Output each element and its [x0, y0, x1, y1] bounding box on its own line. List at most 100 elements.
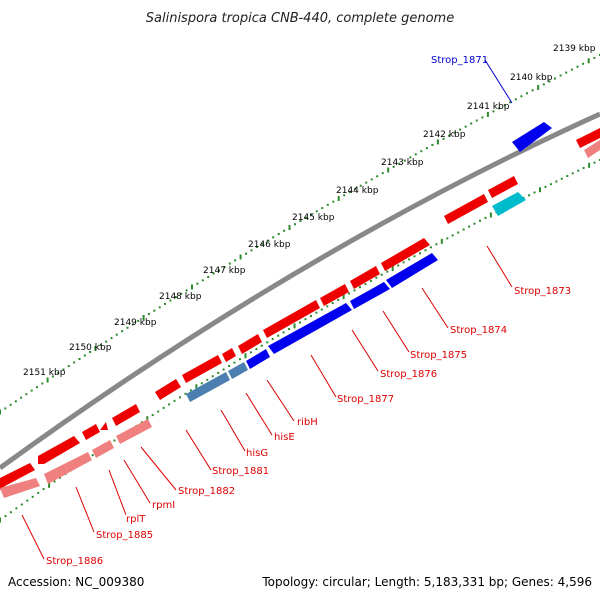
minor-tick — [67, 365, 70, 367]
gene-label-strop-1886[interactable]: Strop_1886 — [46, 556, 103, 567]
minor-tick — [14, 400, 17, 403]
genome-backbone — [0, 111, 600, 471]
minor-tick — [353, 289, 356, 292]
minor-tick — [200, 382, 203, 385]
gene-feature[interactable] — [82, 424, 100, 440]
minor-tick — [420, 150, 423, 153]
gene-feature[interactable] — [38, 436, 80, 464]
minor-tick — [261, 242, 264, 245]
tick-label: 2145 kbp — [292, 213, 335, 223]
major-tick — [387, 167, 390, 173]
minor-tick — [365, 181, 368, 184]
gene-feature[interactable] — [386, 253, 438, 288]
gene-feature[interactable] — [263, 300, 320, 338]
tick-label: 2140 kbp — [510, 73, 553, 83]
gene-feature[interactable] — [268, 303, 352, 354]
minor-tick — [282, 331, 285, 334]
gene-label-strop-1881[interactable]: Strop_1881 — [212, 466, 269, 477]
gene-label-hisg[interactable]: hisG — [246, 448, 268, 459]
gene-feature[interactable] — [350, 282, 390, 309]
gene-feature[interactable] — [246, 349, 270, 369]
major-tick — [142, 315, 145, 320]
minor-tick — [453, 131, 456, 134]
tick-label: 2150 kbp — [69, 343, 112, 353]
gene-feature[interactable] — [512, 122, 552, 152]
gene-feature[interactable] — [44, 452, 92, 484]
minor-tick — [255, 246, 258, 249]
minor-tick — [201, 279, 204, 282]
minor-tick — [566, 175, 569, 177]
gene-feature[interactable] — [320, 284, 349, 306]
minor-tick — [459, 128, 462, 131]
minor-tick — [509, 101, 512, 104]
gene-label-strop-1873[interactable]: Strop_1873 — [514, 286, 571, 297]
tick-label: 2147 kbp — [203, 266, 246, 276]
gene-feature[interactable] — [100, 422, 108, 430]
gene-label-strop-1885[interactable]: Strop_1885 — [96, 530, 153, 541]
minor-tick — [99, 344, 102, 346]
major-tick — [486, 111, 489, 117]
gene-label-hise[interactable]: hisE — [274, 432, 295, 443]
gene-feature[interactable] — [228, 362, 248, 379]
minor-tick — [431, 144, 434, 146]
gene-label-strop-1882[interactable]: Strop_1882 — [178, 486, 235, 497]
gene-feature[interactable] — [492, 192, 526, 216]
gene-label-rpmi[interactable]: rpmI — [152, 500, 175, 511]
minor-tick — [331, 302, 334, 305]
major-tick — [342, 294, 345, 300]
minor-tick — [462, 228, 465, 231]
minor-tick — [73, 361, 76, 364]
gene-feature[interactable] — [0, 478, 40, 498]
gene-feature[interactable] — [182, 355, 222, 383]
gene-feature[interactable] — [238, 334, 262, 354]
gene-feature[interactable] — [112, 404, 140, 426]
gene-feature[interactable] — [444, 194, 488, 224]
minor-tick — [228, 365, 231, 367]
gene-feature[interactable] — [381, 238, 430, 271]
gene-feature[interactable] — [0, 463, 35, 490]
gene-label-strop-1874[interactable]: Strop_1874 — [450, 325, 507, 336]
minor-tick — [309, 315, 312, 317]
gene-feature[interactable] — [350, 266, 380, 289]
minor-tick — [359, 184, 362, 187]
minor-tick — [337, 298, 340, 301]
minor-tick — [233, 361, 236, 364]
gene-label-strop-1876[interactable]: Strop_1876 — [380, 369, 437, 380]
major-tick — [539, 187, 541, 193]
minor-tick — [266, 341, 269, 344]
gene-label-strop-1871[interactable]: Strop_1871 — [431, 55, 488, 66]
map-title: Salinispora tropica CNB-440, complete ge… — [146, 11, 454, 26]
minor-tick — [582, 62, 585, 65]
gene-feature[interactable] — [116, 419, 152, 444]
minor-tick — [57, 372, 60, 374]
minor-tick — [398, 162, 401, 165]
tick-label: 2151 kbp — [23, 368, 66, 378]
minor-tick — [211, 375, 214, 378]
minor-tick — [4, 407, 7, 410]
major-tick — [146, 416, 149, 422]
minor-tick — [62, 368, 65, 371]
minor-tick — [207, 276, 210, 278]
gene-label-rplt[interactable]: rplT — [126, 514, 146, 525]
gene-label-ribh[interactable]: ribH — [297, 417, 318, 428]
gene-feature[interactable] — [92, 440, 114, 458]
minor-tick — [565, 71, 568, 74]
minor-tick — [59, 476, 61, 479]
gene-label-strop-1875[interactable]: Strop_1875 — [410, 350, 467, 361]
major-tick — [391, 266, 394, 271]
minor-tick — [288, 328, 291, 331]
minor-tick — [409, 156, 412, 159]
gene-feature[interactable] — [576, 128, 600, 148]
minor-tick — [559, 74, 562, 77]
minor-tick — [464, 125, 467, 128]
gene-feature[interactable] — [155, 379, 181, 400]
gene-label-strop-1877[interactable]: Strop_1877 — [337, 394, 394, 405]
minor-tick — [222, 368, 225, 371]
minor-tick — [184, 392, 187, 395]
gene-feature[interactable] — [222, 348, 236, 362]
gene-feature[interactable] — [584, 140, 600, 158]
minor-tick — [442, 137, 445, 140]
minor-tick — [212, 272, 215, 275]
gene-feature[interactable] — [186, 372, 230, 402]
gene-feature[interactable] — [488, 176, 518, 198]
